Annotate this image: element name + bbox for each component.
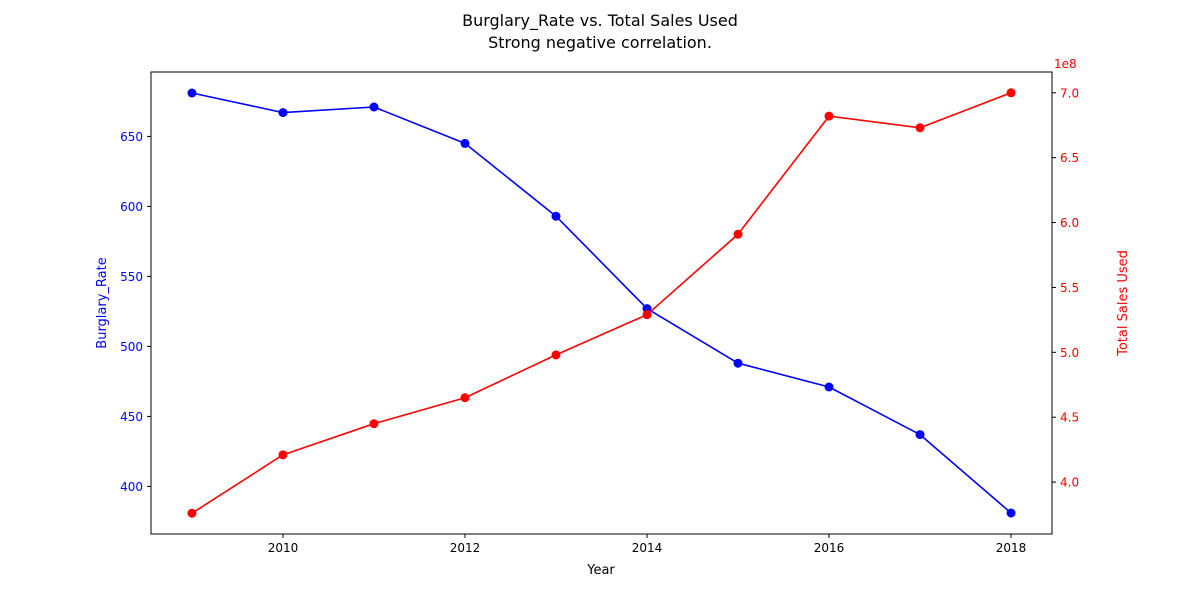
y-right-tick-label: 6.0 — [1060, 216, 1079, 230]
total-sales-used-point — [369, 419, 379, 429]
burglary-rate-point — [187, 88, 197, 98]
y-axis-left-label: Burglary_Rate — [95, 257, 110, 348]
y-left-tick-label: 450 — [120, 410, 143, 424]
series-lines — [191, 92, 1012, 514]
y-axis-right-label: Total Sales Used — [1116, 250, 1131, 357]
x-tick-label: 2018 — [996, 541, 1027, 555]
burglary-rate-point — [460, 138, 470, 148]
total-sales-used-point — [733, 229, 743, 239]
burglary-rate-point — [278, 108, 288, 118]
burglary-rate-point — [1006, 508, 1016, 518]
series-markers — [187, 88, 1016, 518]
burglary-rate-point — [369, 102, 379, 112]
plot-frame — [150, 71, 1053, 535]
burglary-rate-point — [824, 382, 834, 392]
y-right-tick-label: 5.0 — [1060, 346, 1079, 360]
y-left-tick-label: 500 — [120, 340, 143, 354]
total-sales-used-point — [278, 450, 288, 460]
axes: 2010 2012 2014 2016 2018 400 450 500 550 600 650 4.… — [120, 86, 1079, 555]
y-left-tick-label: 550 — [120, 270, 143, 284]
y-left-tick-label: 650 — [120, 130, 143, 144]
x-tick-label: 2012 — [450, 541, 481, 555]
y-right-tick-label: 6.5 — [1060, 151, 1079, 165]
y-right-tick-label: 4.5 — [1060, 411, 1079, 425]
chart-subtitle: Strong negative correlation. — [488, 33, 712, 52]
total-sales-used-point — [460, 393, 470, 403]
y-left-tick-label: 600 — [120, 200, 143, 214]
total-sales-used-point — [915, 123, 925, 133]
total-sales-used-point — [1006, 88, 1016, 98]
y-left-tick-label: 400 — [120, 480, 143, 494]
x-tick-label: 2014 — [632, 541, 663, 555]
y-right-tick-label: 7.0 — [1060, 86, 1079, 100]
series-line-total-sales-used — [191, 92, 1012, 514]
total-sales-used-point — [642, 310, 652, 320]
y-right-tick-label: 4.0 — [1060, 476, 1079, 490]
total-sales-used-point — [824, 111, 834, 121]
series-line-burglary-rate — [191, 92, 1012, 514]
chart-title: Burglary_Rate vs. Total Sales Used — [462, 11, 738, 31]
burglary-rate-point — [551, 211, 561, 221]
burglary-rate-point — [733, 358, 743, 368]
y-axis-right-offset-text: 1e8 — [1054, 57, 1077, 71]
x-tick-label: 2010 — [268, 541, 299, 555]
total-sales-used-point — [187, 508, 197, 518]
burglary-rate-point — [915, 430, 925, 440]
x-axis-label: Year — [586, 563, 615, 578]
y-right-tick-label: 5.5 — [1060, 281, 1079, 295]
total-sales-used-point — [551, 350, 561, 360]
x-tick-label: 2016 — [814, 541, 845, 555]
